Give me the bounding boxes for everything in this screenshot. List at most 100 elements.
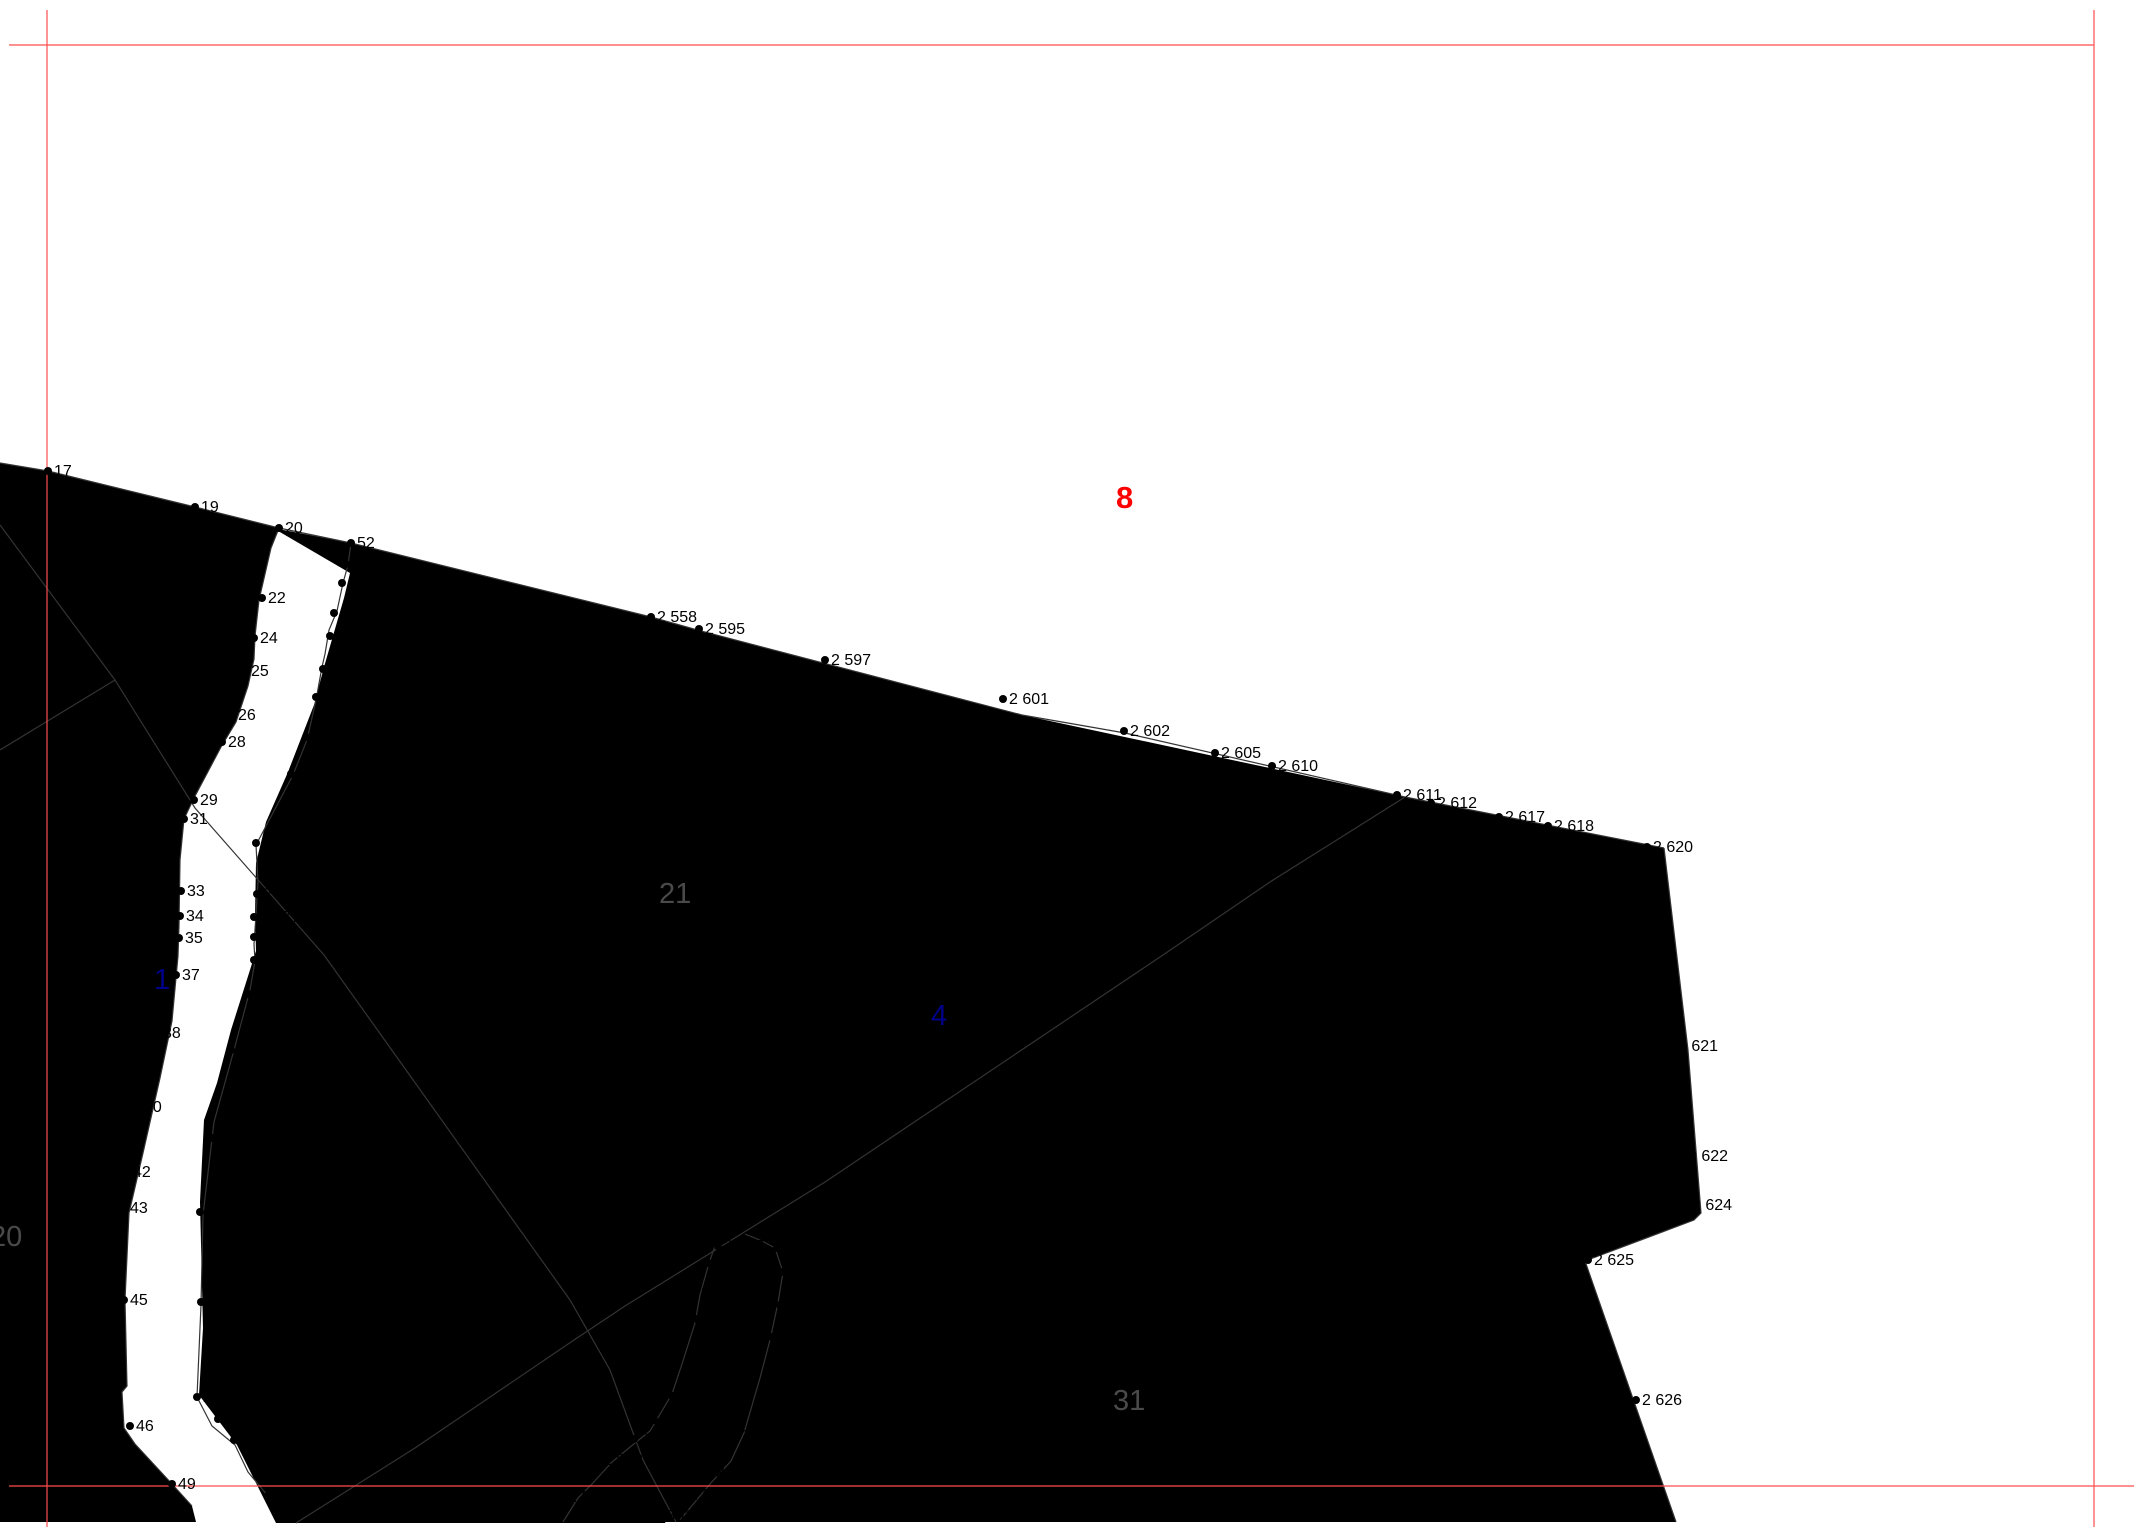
vertex-marker[interactable]: [250, 913, 258, 921]
vertex-marker[interactable]: [250, 956, 258, 964]
vertex-marker[interactable]: [1120, 727, 1128, 735]
vertex-marker[interactable]: [342, 560, 350, 568]
vertex-marker[interactable]: [768, 1333, 776, 1341]
vertex-marker[interactable]: [44, 467, 52, 475]
vertex-marker[interactable]: [1584, 1256, 1592, 1264]
point-label: 2 568: [206, 1204, 246, 1221]
vertex-marker[interactable]: [302, 733, 310, 741]
vertex-marker[interactable]: [1211, 749, 1219, 757]
vertex-marker[interactable]: [312, 693, 320, 701]
vertex-marker[interactable]: [253, 890, 261, 898]
vertex-marker[interactable]: [1682, 1201, 1690, 1209]
vertex-marker[interactable]: [558, 1493, 566, 1501]
vertex-marker[interactable]: [218, 738, 226, 746]
vertex-marker[interactable]: [197, 1298, 205, 1306]
vertex-marker[interactable]: [1268, 762, 1276, 770]
vertex-marker[interactable]: [761, 1387, 769, 1395]
parcel-label-20[interactable]: 20: [0, 1221, 22, 1253]
vertex-marker[interactable]: [1632, 1396, 1640, 1404]
vertex-marker[interactable]: [153, 1029, 161, 1037]
vertex-marker[interactable]: [1495, 813, 1503, 821]
vertex-marker[interactable]: [264, 1492, 272, 1500]
vertex-marker[interactable]: [326, 632, 334, 640]
vertex-marker[interactable]: [1544, 822, 1552, 830]
vertex-marker[interactable]: [196, 1208, 204, 1216]
vertex-marker[interactable]: [1643, 843, 1651, 851]
vertex-marker[interactable]: [228, 711, 236, 719]
vertex-marker[interactable]: [999, 695, 1007, 703]
vertex-marker[interactable]: [241, 667, 249, 675]
vertex-marker[interactable]: [714, 1242, 722, 1250]
parcel-fill-left[interactable]: [0, 463, 279, 1522]
vertex-marker[interactable]: [252, 839, 260, 847]
vertex-marker[interactable]: [175, 934, 183, 942]
vertex-marker[interactable]: [193, 1393, 201, 1401]
vertex-marker[interactable]: [1393, 791, 1401, 799]
vertex-marker[interactable]: [134, 1103, 142, 1111]
vertex-marker[interactable]: [643, 1512, 651, 1520]
vertex-marker[interactable]: [773, 1244, 781, 1252]
vertex-marker[interactable]: [230, 1436, 238, 1444]
vertex-marker[interactable]: [287, 770, 295, 778]
vertex-marker[interactable]: [123, 1168, 131, 1176]
vertex-marker[interactable]: [330, 609, 338, 617]
unit-label-4[interactable]: 4: [931, 1000, 947, 1032]
vertex-marker[interactable]: [209, 1134, 217, 1142]
point-label: 2 558: [657, 609, 697, 626]
vertex-marker[interactable]: [695, 625, 703, 633]
vertex-marker[interactable]: [172, 971, 180, 979]
point-label: 2 567: [207, 1294, 247, 1311]
vertex-marker[interactable]: [180, 815, 188, 823]
vertex-marker[interactable]: [168, 1480, 176, 1488]
vertex-marker[interactable]: [1668, 1042, 1676, 1050]
point-label: 2 577: [260, 909, 300, 926]
vertex-marker[interactable]: [593, 1456, 601, 1464]
point-label: 2 512: [696, 1352, 736, 1369]
vertex-marker[interactable]: [630, 1435, 638, 1443]
vertex-marker[interactable]: [693, 1315, 701, 1323]
vertex-marker[interactable]: [686, 1356, 694, 1364]
point-label: 2 529: [660, 1412, 700, 1429]
vertex-marker[interactable]: [191, 503, 199, 511]
vertex-marker[interactable]: [668, 1392, 676, 1400]
vertex-marker[interactable]: [120, 1296, 128, 1304]
parcel-label-31[interactable]: 31: [1113, 1385, 1145, 1417]
vertex-marker[interactable]: [650, 1416, 658, 1424]
point-label: 35: [185, 930, 203, 947]
vertex-marker[interactable]: [319, 665, 327, 673]
vertex-marker[interactable]: [776, 1301, 784, 1309]
vertex-marker[interactable]: [190, 796, 198, 804]
vertex-marker[interactable]: [176, 912, 184, 920]
vertex-marker[interactable]: [679, 1491, 687, 1499]
point-label: 31: [190, 811, 208, 828]
vertex-marker[interactable]: [244, 990, 252, 998]
parcel-label-21[interactable]: 21: [659, 878, 691, 910]
vertex-marker[interactable]: [347, 539, 355, 547]
vertex-marker[interactable]: [258, 594, 266, 602]
vertex-marker[interactable]: [706, 1468, 714, 1476]
vertex-marker[interactable]: [1678, 1152, 1686, 1160]
point-label: 2 595: [705, 621, 745, 638]
vertex-marker[interactable]: [338, 579, 346, 587]
point-label: 22: [268, 590, 286, 607]
vertex-marker[interactable]: [821, 656, 829, 664]
vertex-marker[interactable]: [214, 1415, 222, 1423]
point-label: 2 624: [1692, 1197, 1732, 1214]
vertex-marker[interactable]: [126, 1422, 134, 1430]
vertex-marker[interactable]: [704, 1259, 712, 1267]
vertex-marker[interactable]: [120, 1204, 128, 1212]
vertex-marker[interactable]: [731, 1432, 739, 1440]
vertex-marker[interactable]: [647, 613, 655, 621]
vertex-marker[interactable]: [177, 887, 185, 895]
vertex-marker[interactable]: [1427, 799, 1435, 807]
vertex-marker[interactable]: [250, 933, 258, 941]
vertex-marker[interactable]: [250, 634, 258, 642]
parcel-fill-main[interactable]: [199, 528, 1701, 1523]
unit-label-1[interactable]: 1: [154, 964, 170, 996]
point-label: 2 570: [219, 1130, 259, 1147]
vertex-marker[interactable]: [702, 1286, 710, 1294]
vertex-marker[interactable]: [275, 524, 283, 532]
vertex-marker[interactable]: [779, 1268, 787, 1276]
vertex-marker[interactable]: [227, 1046, 235, 1054]
